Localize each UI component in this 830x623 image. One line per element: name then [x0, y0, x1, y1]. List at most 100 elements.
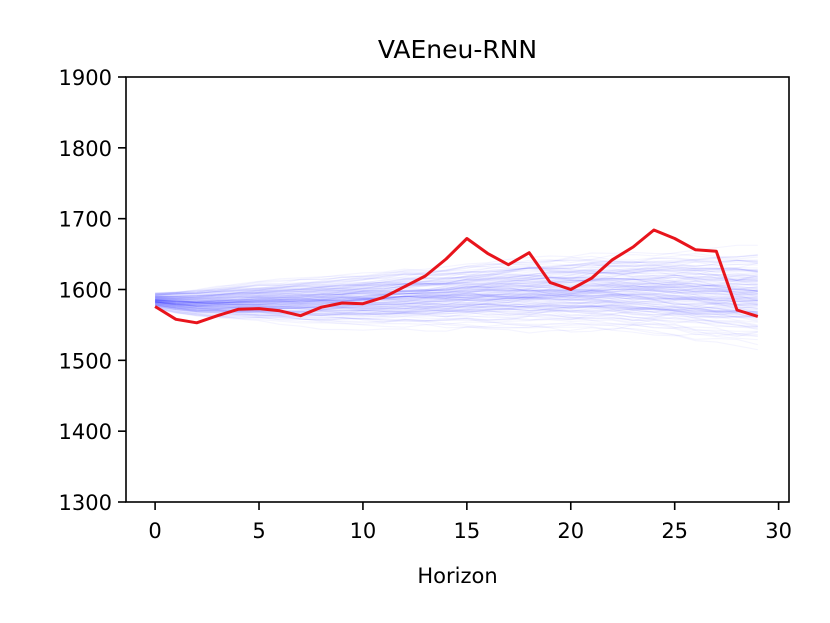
sample-path [155, 277, 758, 302]
y-tick-label: 1900 [59, 66, 112, 90]
sample-path [155, 267, 758, 297]
y-axis: 1300 1400 1500 1600 1700 1800 1900 [59, 66, 126, 515]
sample-path [155, 303, 758, 319]
sample-path [155, 301, 758, 313]
sample-path [155, 268, 758, 300]
actual-series [154, 228, 759, 325]
sample-path [155, 293, 758, 305]
sample-path [155, 273, 758, 298]
sample-path [154, 303, 758, 318]
sample-path [155, 274, 758, 298]
sample-path [155, 292, 758, 308]
sample-path [155, 267, 758, 299]
sample-path [155, 266, 758, 296]
sample-path [155, 288, 758, 306]
actual-line [154, 228, 759, 325]
sample-path [154, 306, 758, 337]
sample-path [155, 269, 758, 297]
sample-path [155, 262, 758, 296]
sample-path [155, 269, 758, 301]
sample-path [155, 263, 758, 296]
sample-path [155, 283, 758, 304]
sample-path [155, 277, 758, 301]
sample-path [155, 293, 758, 307]
sample-path [155, 259, 758, 295]
sample-path [155, 262, 758, 296]
sample-path [155, 269, 758, 298]
sample-path [155, 294, 758, 312]
y-tick-label: 1300 [59, 491, 112, 515]
sample-path [154, 307, 758, 337]
sample-path [155, 258, 758, 295]
sample-path [155, 294, 758, 310]
sample-path [155, 294, 758, 311]
sample-path [155, 300, 758, 315]
sample-path [155, 303, 758, 315]
sample-path [155, 251, 758, 294]
sample-path [155, 292, 758, 305]
sample-path [155, 276, 758, 300]
sample-path [155, 293, 758, 307]
sample-path [155, 289, 758, 304]
sample-path [155, 244, 758, 294]
sample-path [155, 293, 758, 309]
sample-path [155, 288, 758, 303]
x-tick-label: 5 [252, 519, 265, 543]
sample-path [155, 290, 758, 307]
sample-path [155, 273, 758, 299]
sample-path [155, 290, 758, 308]
sample-path [155, 301, 758, 314]
x-tick-label: 0 [148, 519, 161, 543]
sample-path [155, 267, 758, 298]
sample-path [155, 288, 758, 306]
sample-path [155, 305, 758, 329]
sample-path [155, 285, 758, 304]
sample-path [154, 307, 758, 351]
sample-path [155, 283, 758, 301]
sample-path [155, 278, 758, 300]
sample-path [155, 279, 758, 301]
sample-path [155, 304, 758, 328]
sample-path [155, 269, 758, 298]
sample-path [155, 288, 758, 303]
sample-path [155, 265, 758, 296]
sample-path [155, 280, 758, 300]
sample-path [155, 294, 758, 310]
sample-path [155, 288, 758, 302]
sample-path [155, 304, 758, 318]
sample-path [154, 303, 758, 318]
sample-path [154, 306, 758, 328]
sample-path [155, 271, 758, 298]
sample-path [155, 271, 758, 297]
sample-path [155, 285, 758, 304]
sample-path [155, 261, 758, 295]
sample-path [154, 306, 758, 332]
sample-path [155, 278, 758, 303]
sample-path [155, 295, 758, 310]
sample-path [155, 275, 758, 302]
sample-path [155, 297, 758, 306]
x-axis-label: Horizon [417, 564, 497, 588]
sample-path [155, 297, 758, 313]
sample-path [155, 284, 758, 305]
sample-path [155, 294, 758, 309]
sample-path [154, 305, 758, 331]
sample-path [155, 256, 758, 295]
sample-path [155, 274, 758, 301]
sample-path [155, 297, 758, 314]
sample-path [155, 301, 758, 311]
sample-path [155, 292, 758, 306]
sample-path [155, 295, 758, 308]
x-tick-label: 10 [350, 519, 377, 543]
x-tick-label: 25 [661, 519, 688, 543]
sample-path [155, 286, 758, 303]
y-tick-label: 1500 [59, 349, 112, 373]
sample-path [155, 271, 758, 299]
sample-path [155, 271, 758, 299]
sample-path [155, 286, 758, 304]
sample-path [154, 307, 758, 346]
sample-path [154, 307, 758, 335]
sample-path [155, 296, 758, 314]
